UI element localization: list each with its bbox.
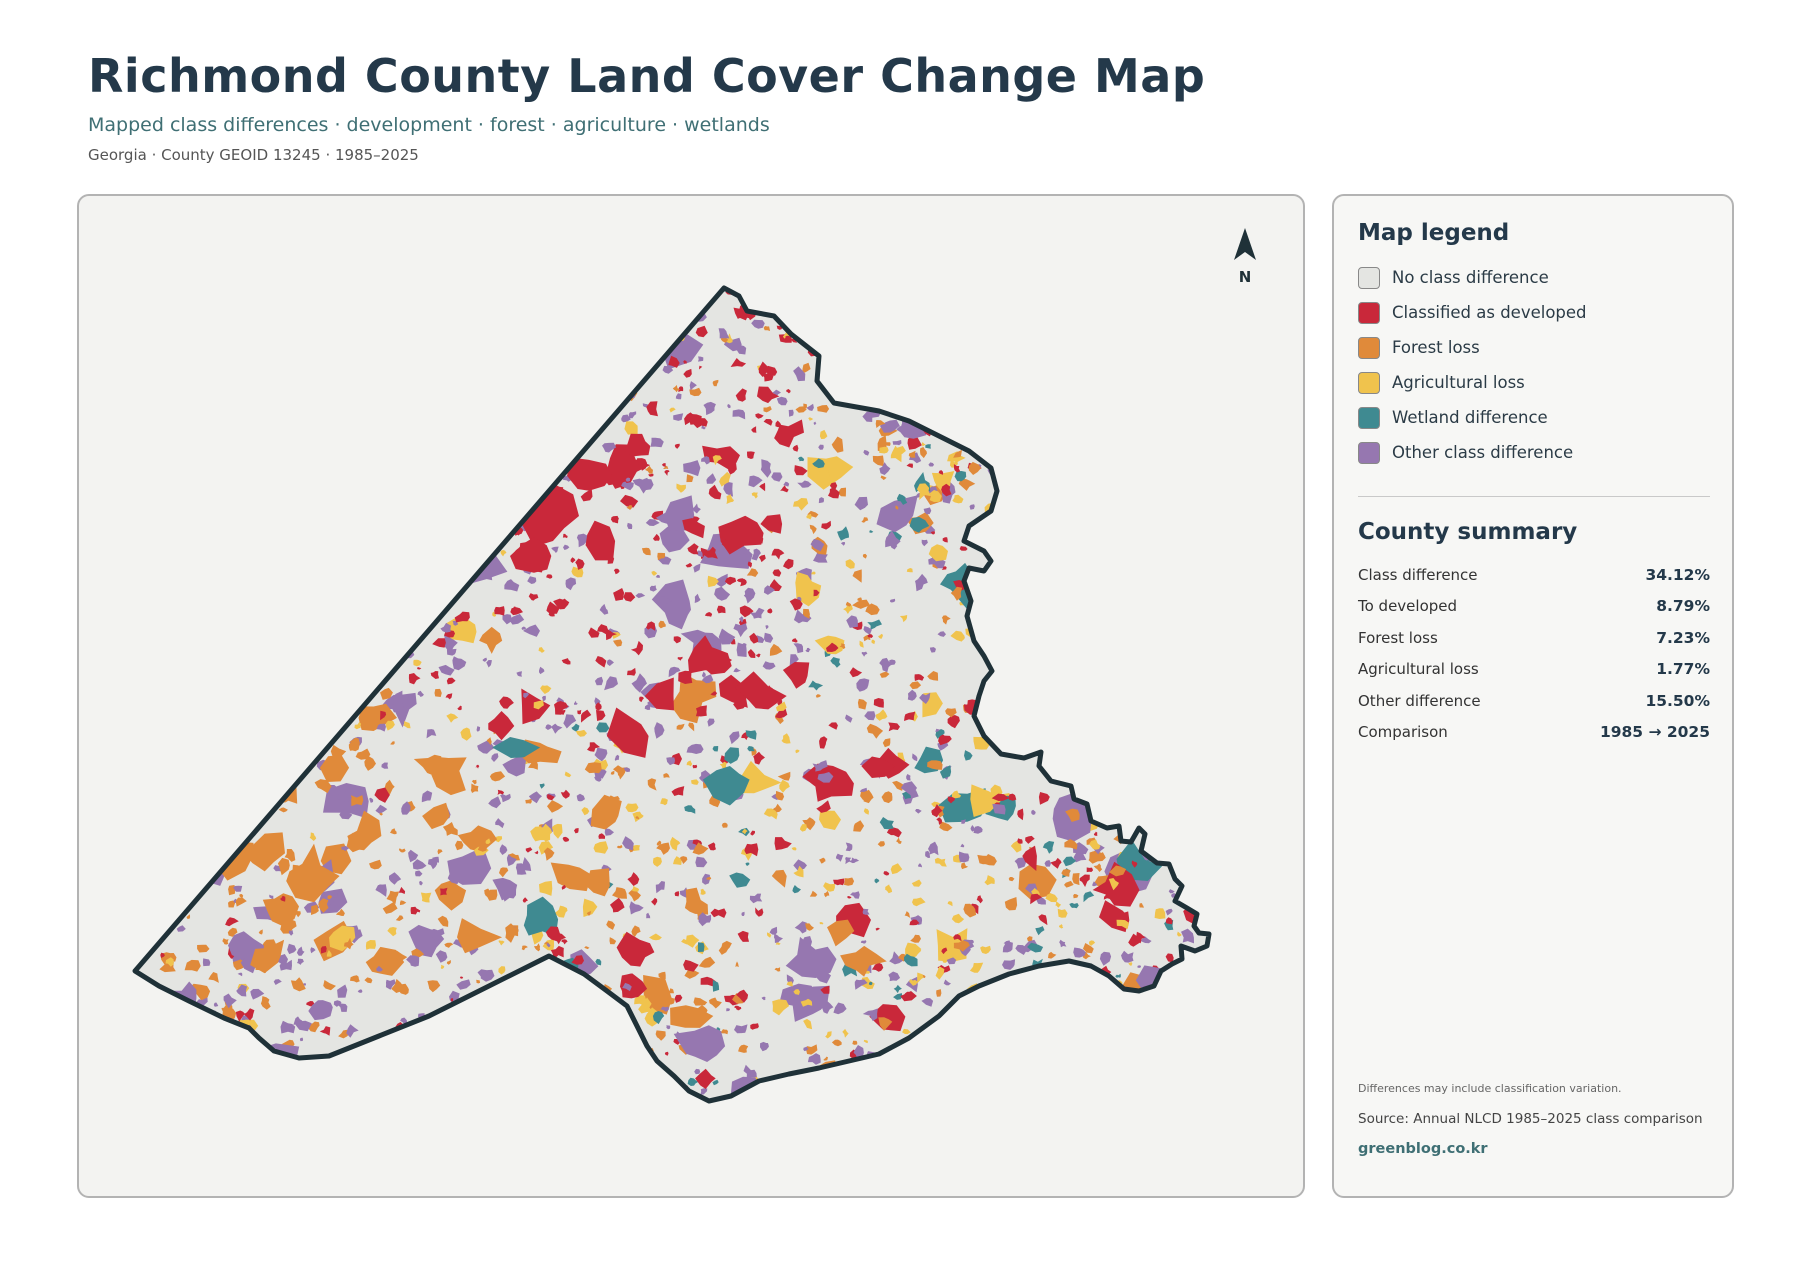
side-panel: Map legend No class difference Classified… <box>1332 194 1734 1198</box>
summary-value: 1985 → 2025 <box>1599 723 1710 742</box>
legend-item: Other class difference <box>1358 435 1710 470</box>
summary-label: Comparison <box>1358 723 1448 742</box>
county-boundary <box>132 285 1212 1104</box>
legend-item: Classified as developed <box>1358 295 1710 330</box>
legend-swatch <box>1358 406 1380 429</box>
summary-title: County summary <box>1358 519 1578 545</box>
summary-list: Class difference 34.12% To developed 8.79% F… <box>1358 559 1710 748</box>
legend-label: Other class difference <box>1392 443 1574 462</box>
legend-list: No class difference Classified as develop… <box>1358 260 1710 470</box>
summary-value: 15.50% <box>1645 691 1710 710</box>
legend-label: Wetland difference <box>1392 408 1548 427</box>
header: Richmond County Land Cover Change Map Ma… <box>88 44 1205 164</box>
legend-label: No class difference <box>1392 268 1549 287</box>
page-title: Richmond County Land Cover Change Map <box>88 49 1206 103</box>
page-subtitle: Mapped class differences · development ·… <box>88 114 770 136</box>
legend-swatch <box>1358 441 1380 464</box>
summary-label: Other difference <box>1358 691 1481 710</box>
north-arrow: N <box>1234 228 1256 286</box>
summary-row: To developed 8.79% <box>1358 591 1710 623</box>
legend-item: Agricultural loss <box>1358 365 1710 400</box>
page-meta: Georgia · County GEOID 13245 · 1985–2025 <box>88 146 419 164</box>
summary-label: To developed <box>1358 597 1458 616</box>
legend-item: Wetland difference <box>1358 400 1710 435</box>
footnote: Differences may include classification v… <box>1358 1082 1622 1095</box>
summary-row: Other difference 15.50% <box>1358 685 1710 717</box>
summary-value: 34.12% <box>1645 565 1710 584</box>
legend-swatch <box>1358 301 1380 324</box>
legend-item: Forest loss <box>1358 330 1710 365</box>
summary-value: 8.79% <box>1656 597 1710 616</box>
summary-label: Class difference <box>1358 565 1478 584</box>
divider <box>1358 496 1710 497</box>
north-arrow-icon <box>1234 228 1256 260</box>
summary-label: Forest loss <box>1358 628 1438 647</box>
legend-label: Classified as developed <box>1392 303 1587 322</box>
county-map[interactable]: N <box>79 196 1303 1196</box>
legend-swatch <box>1358 266 1380 289</box>
summary-row: Comparison 1985 → 2025 <box>1358 717 1710 749</box>
summary-row: Agricultural loss 1.77% <box>1358 654 1710 686</box>
summary-value: 1.77% <box>1656 660 1710 679</box>
map-panel[interactable]: N <box>77 194 1305 1198</box>
summary-label: Agricultural loss <box>1358 660 1479 679</box>
north-label: N <box>1239 268 1252 286</box>
source-note: Source: Annual NLCD 1985–2025 class comp… <box>1358 1111 1703 1127</box>
legend-swatch <box>1358 336 1380 359</box>
legend-label: Forest loss <box>1392 338 1480 357</box>
legend-label: Agricultural loss <box>1392 373 1525 392</box>
legend-title: Map legend <box>1358 220 1510 246</box>
legend-swatch <box>1358 371 1380 394</box>
summary-row: Forest loss 7.23% <box>1358 622 1710 654</box>
summary-value: 7.23% <box>1656 628 1710 647</box>
summary-row: Class difference 34.12% <box>1358 559 1710 591</box>
brand-link[interactable]: greenblog.co.kr <box>1358 1141 1488 1157</box>
legend-item: No class difference <box>1358 260 1710 295</box>
